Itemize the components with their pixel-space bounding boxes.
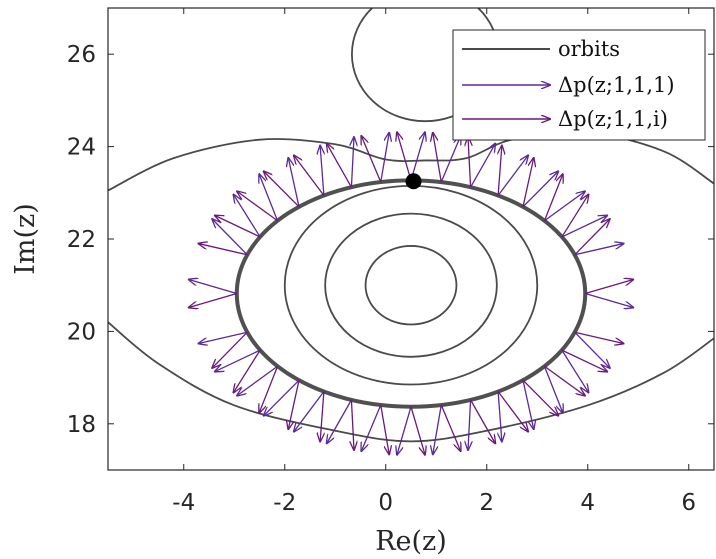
arrow-dp-111-18 [574, 244, 624, 256]
arrow-dp-11i-22 [543, 174, 562, 221]
arrow-dp-11i-27 [327, 144, 352, 188]
arrow-dp-11i-31 [397, 132, 412, 181]
arrow-dp-111-10 [543, 366, 562, 413]
arrow-dp-11i-8 [522, 379, 558, 415]
arrow-dp-111-14 [574, 331, 610, 368]
y-axis-label: Im(z) [10, 203, 41, 275]
arrow-dp-11i-19 [215, 216, 261, 238]
arrow-dp-111-13 [199, 331, 248, 343]
arrow-dp-11i-11 [234, 349, 261, 392]
arrow-dp-111-23 [288, 158, 300, 207]
legend-arrow-a-label: Δp(z;1,1,1) [558, 73, 675, 97]
arrow-dp-111-15 [189, 280, 237, 295]
arrow-dp-11i-20 [561, 195, 589, 238]
orbit-ellipse-1 [324, 212, 498, 358]
x-tick-label-2: 0 [378, 490, 393, 516]
arrow-dp-11i-1 [410, 406, 425, 455]
y-tick-label-3: 24 [67, 135, 96, 161]
arrow-dp-111-24 [522, 171, 558, 208]
y-tick-label-4: 26 [67, 42, 96, 68]
arrow-dp-111-17 [212, 219, 248, 256]
arrow-dp-111-27 [351, 137, 354, 188]
arrow-dp-111-26 [497, 155, 528, 196]
legend-orbits-label: orbits [558, 37, 620, 61]
arrow-dp-11i-15 [189, 292, 237, 308]
arrow-dp-111-7 [264, 379, 300, 415]
arrow-dp-111-9 [237, 365, 278, 395]
arrow-dp-111-21 [259, 174, 279, 221]
arrow-dp-11i-30 [433, 133, 442, 183]
orbit-ellipse-2 [283, 184, 539, 386]
arrow-dp-11i-21 [237, 191, 278, 222]
x-axis-label: Re(z) [375, 526, 447, 557]
arrow-dp-111-16 [585, 292, 633, 308]
y-tick-label-0: 18 [67, 412, 96, 438]
arrow-dp-11i-2 [440, 404, 460, 451]
plot-area [108, 8, 714, 455]
orbit-ellipse-0 [364, 245, 458, 326]
tick-marks [108, 8, 714, 470]
arrow-dp-11i-12 [561, 349, 607, 371]
separatrix-curve-6 [108, 321, 714, 443]
arrow-dp-111-28 [470, 144, 496, 188]
x-tick-label-3: 2 [479, 490, 494, 516]
arrow-dp-111-31 [410, 132, 425, 181]
arrow-dp-111-20 [561, 216, 607, 238]
marker-point [405, 173, 422, 190]
arrow-dp-111-30 [440, 136, 460, 183]
arrow-dp-11i-14 [574, 331, 624, 343]
arrow-dp-111-0 [361, 404, 382, 451]
arrow-dp-11i-26 [498, 146, 502, 196]
arrow-dp-11i-25 [294, 155, 325, 196]
arrow-dp-111-29 [380, 133, 389, 183]
arrow-dp-11i-23 [264, 171, 300, 208]
arrow-dp-111-5 [294, 391, 325, 432]
x-tick-label-4: 4 [580, 490, 595, 516]
arrow-dp-11i-3 [351, 399, 354, 450]
arrow-dp-11i-6 [497, 391, 528, 432]
arrow-dp-11i-24 [522, 158, 534, 207]
arrow-dp-11i-17 [199, 244, 248, 256]
arrow-dp-111-25 [320, 146, 324, 196]
arrow-dp-11i-13 [212, 331, 248, 368]
arrow-dp-11i-29 [361, 136, 382, 183]
arrow-dp-111-6 [498, 391, 502, 442]
arrow-dp-11i-4 [470, 399, 496, 443]
arrow-dp-11i-5 [320, 391, 324, 442]
arrow-dp-111-4 [468, 399, 471, 450]
arrow-dp-111-11 [215, 349, 261, 371]
legend-arrow-b-label: Δp(z;1,1,i) [558, 107, 668, 131]
arrow-dp-111-8 [522, 380, 534, 429]
y-tick-label-2: 22 [67, 227, 96, 253]
arrow-dp-111-2 [433, 404, 442, 454]
x-tick-label-1: -2 [273, 490, 296, 516]
arrow-dp-111-19 [234, 195, 261, 238]
x-tick-label-5: 6 [681, 490, 696, 516]
arrow-dp-11i-16 [585, 280, 633, 295]
x-tick-label-0: -4 [172, 490, 195, 516]
arrow-dp-11i-7 [288, 380, 300, 429]
arrow-dp-111-3 [327, 399, 352, 443]
arrow-dp-11i-9 [259, 366, 279, 413]
y-tick-label-1: 20 [67, 319, 96, 345]
arrow-dp-111-1 [397, 406, 412, 455]
arrow-dp-111-12 [561, 349, 589, 392]
legend: orbits Δp(z;1,1,1) Δp(z;1,1,i) [452, 29, 706, 141]
arrow-dp-11i-0 [380, 404, 389, 454]
arrow-dp-11i-28 [468, 137, 471, 188]
arrow-dp-11i-10 [544, 365, 584, 395]
arrow-dp-11i-18 [574, 219, 610, 256]
arrow-dp-111-22 [544, 191, 584, 222]
